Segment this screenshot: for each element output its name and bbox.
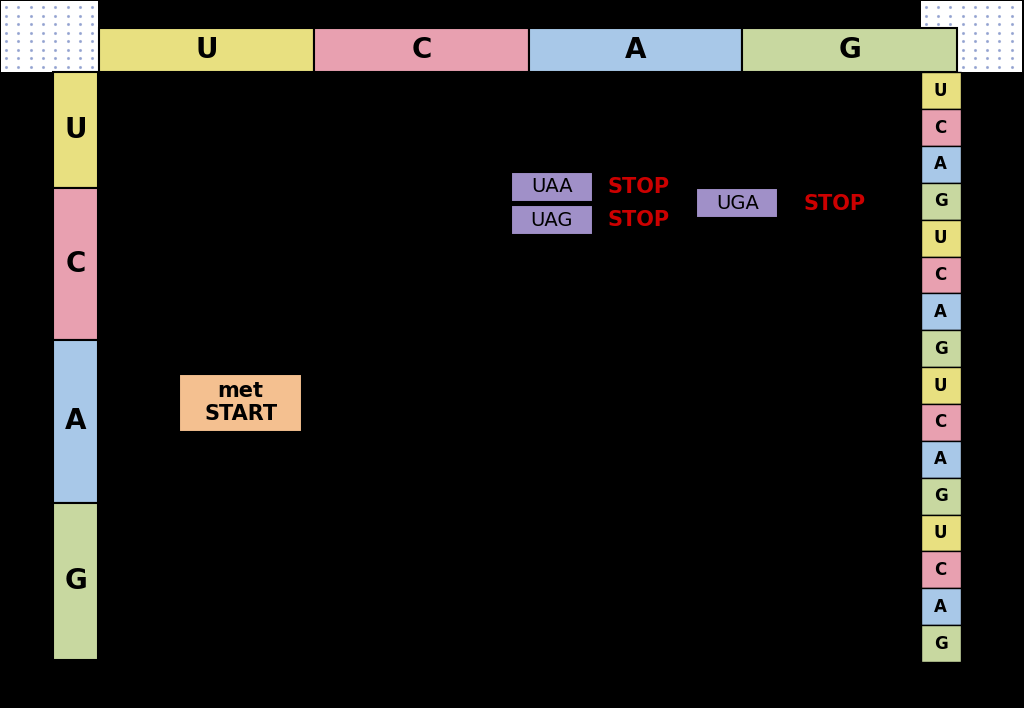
FancyBboxPatch shape <box>511 205 593 235</box>
FancyBboxPatch shape <box>921 367 961 404</box>
Text: G: G <box>934 340 947 358</box>
Text: G: G <box>934 487 947 505</box>
FancyBboxPatch shape <box>921 330 961 367</box>
Text: C: C <box>935 561 946 579</box>
FancyBboxPatch shape <box>921 256 961 293</box>
FancyBboxPatch shape <box>921 478 961 515</box>
Text: U: U <box>934 524 947 542</box>
Text: C: C <box>412 36 432 64</box>
FancyBboxPatch shape <box>921 72 961 109</box>
FancyBboxPatch shape <box>529 28 742 72</box>
FancyBboxPatch shape <box>921 146 961 183</box>
Text: G: G <box>934 634 947 653</box>
Text: C: C <box>935 413 946 431</box>
FancyBboxPatch shape <box>696 188 778 218</box>
Text: met
START: met START <box>204 381 278 425</box>
FancyBboxPatch shape <box>742 28 957 72</box>
Text: U: U <box>934 377 947 394</box>
FancyBboxPatch shape <box>921 441 961 478</box>
Text: A: A <box>626 36 646 64</box>
Text: UAG: UAG <box>530 211 573 229</box>
FancyBboxPatch shape <box>921 1 1022 72</box>
FancyBboxPatch shape <box>921 625 961 662</box>
Text: U: U <box>934 229 947 247</box>
FancyBboxPatch shape <box>53 72 98 188</box>
Text: A: A <box>934 303 947 321</box>
Text: UAA: UAA <box>531 178 572 196</box>
FancyBboxPatch shape <box>921 552 961 588</box>
Text: C: C <box>66 250 86 278</box>
Text: U: U <box>65 116 87 144</box>
Text: U: U <box>196 36 218 64</box>
Text: U: U <box>934 81 947 100</box>
FancyBboxPatch shape <box>314 28 529 72</box>
FancyBboxPatch shape <box>179 374 302 432</box>
FancyBboxPatch shape <box>99 28 314 72</box>
FancyBboxPatch shape <box>921 588 961 625</box>
FancyBboxPatch shape <box>921 293 961 330</box>
Text: C: C <box>935 266 946 284</box>
FancyBboxPatch shape <box>53 503 98 660</box>
Text: G: G <box>65 567 87 595</box>
FancyBboxPatch shape <box>53 340 98 503</box>
Text: G: G <box>934 193 947 210</box>
Text: UGA: UGA <box>716 194 759 212</box>
FancyBboxPatch shape <box>921 404 961 441</box>
Text: A: A <box>934 155 947 173</box>
Text: A: A <box>934 598 947 616</box>
FancyBboxPatch shape <box>53 188 98 340</box>
FancyBboxPatch shape <box>1 1 98 72</box>
FancyBboxPatch shape <box>921 515 961 552</box>
Text: A: A <box>66 407 86 435</box>
Text: G: G <box>839 36 861 64</box>
Text: A: A <box>934 450 947 468</box>
Text: C: C <box>935 118 946 137</box>
FancyBboxPatch shape <box>511 172 593 202</box>
Text: STOP: STOP <box>608 210 670 230</box>
FancyBboxPatch shape <box>921 219 961 256</box>
Text: STOP: STOP <box>804 194 865 214</box>
FancyBboxPatch shape <box>921 183 961 219</box>
FancyBboxPatch shape <box>921 109 961 146</box>
Text: STOP: STOP <box>608 177 670 197</box>
